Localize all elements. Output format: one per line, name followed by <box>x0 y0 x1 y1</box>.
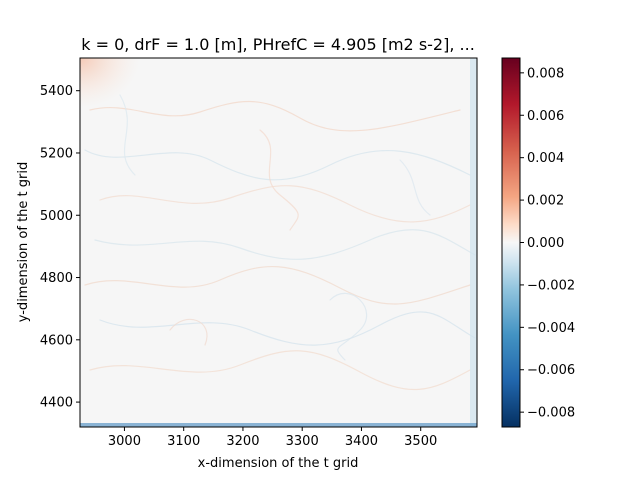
y-axis-ticks: 4400 4600 4800 5000 5200 5400 <box>40 84 80 411</box>
heatmap-background <box>80 58 477 427</box>
y-axis-label: y-dimension of the t grid <box>16 162 31 322</box>
colorbar-tick-label: 0.008 <box>527 66 564 81</box>
colorbar-tick-label: 0.004 <box>527 151 564 166</box>
heatmap-bottom-edge <box>80 423 477 427</box>
heatmap-filaments <box>84 94 476 391</box>
x-tick-label: 3300 <box>286 434 319 449</box>
x-axis-label: x-dimension of the t grid <box>198 456 359 471</box>
colorbar-tick-label: 0.000 <box>527 236 564 251</box>
colorbar-tick-label: −0.002 <box>527 278 575 293</box>
colorbar-tick-label: 0.006 <box>527 109 564 124</box>
x-tick-label: 3400 <box>345 434 378 449</box>
heatmap-topleft-positive <box>80 58 140 108</box>
colorbar-tick-label: 0.002 <box>527 194 564 209</box>
colorbar-tick-label: −0.008 <box>527 406 575 421</box>
y-tick-label: 5400 <box>40 84 73 99</box>
colorbar-ticks: 0.008 0.006 0.004 0.002 0.000 −0.002 −0.004 −0.… <box>520 66 575 421</box>
y-tick-label: 5200 <box>40 146 73 161</box>
colorbar-tick-label: −0.006 <box>527 363 575 378</box>
colorbar <box>501 57 521 428</box>
heatmap-right-edge <box>470 58 477 427</box>
x-tick-label: 3000 <box>108 434 141 449</box>
chart-title: k = 0, drF = 1.0 [m], PHrefC = 4.905 [m2… <box>81 35 475 54</box>
x-tick-label: 3100 <box>167 434 200 449</box>
plot-frame <box>79 57 478 428</box>
heatmap-field <box>80 58 477 427</box>
y-tick-label: 4600 <box>40 333 73 348</box>
y-tick-label: 4800 <box>40 271 73 286</box>
x-tick-label: 3500 <box>404 434 437 449</box>
x-axis-ticks: 3000 3100 3200 3300 3400 3500 <box>108 427 437 449</box>
y-tick-label: 4400 <box>40 396 73 411</box>
y-tick-label: 5000 <box>40 209 73 224</box>
x-tick-label: 3200 <box>226 434 259 449</box>
colorbar-tick-label: −0.004 <box>527 321 575 336</box>
